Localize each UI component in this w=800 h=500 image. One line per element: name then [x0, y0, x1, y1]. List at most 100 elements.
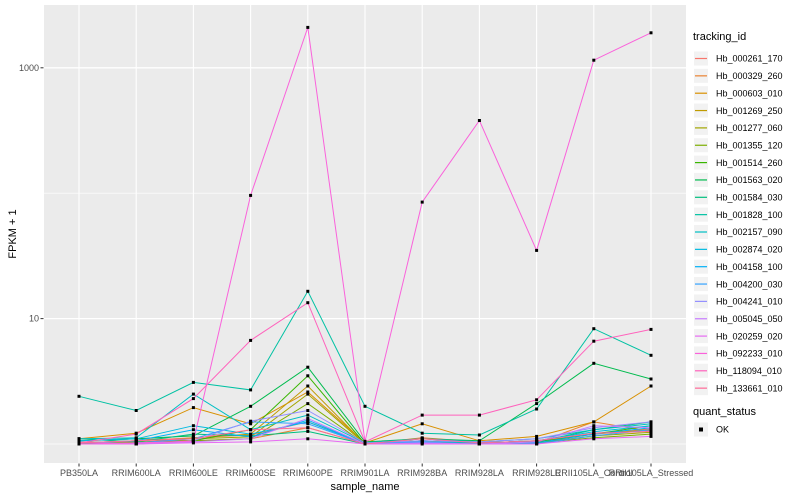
data-point [420, 442, 424, 446]
data-point [363, 404, 367, 408]
legend-item-label: Hb_001277_060 [716, 123, 783, 133]
data-point [420, 431, 424, 435]
x-tick-label: RRIM928LA [455, 468, 504, 478]
data-point [592, 437, 596, 441]
data-point [477, 441, 481, 445]
data-point [420, 413, 424, 417]
data-point [649, 432, 653, 436]
legend-item-label: Hb_000329_260 [716, 71, 783, 81]
data-point [306, 365, 310, 369]
data-point [306, 402, 310, 406]
legend-ok-label: OK [716, 425, 729, 435]
data-point [191, 432, 195, 436]
data-point [420, 437, 424, 441]
data-point [592, 361, 596, 365]
data-point [535, 402, 539, 406]
data-point [77, 394, 81, 398]
data-point [477, 433, 481, 437]
x-tick-label: RRIM928BA [397, 468, 447, 478]
data-point [306, 416, 310, 420]
data-point [306, 301, 310, 305]
y-axis-title: FPKM + 1 [7, 209, 19, 259]
x-tick-label: RRIM928LE [512, 468, 561, 478]
data-point [249, 404, 253, 408]
x-tick-label: RRIM600LE [169, 468, 218, 478]
data-point [649, 327, 653, 331]
data-point [649, 424, 653, 428]
data-point [649, 353, 653, 357]
data-point [535, 439, 539, 443]
data-point [649, 426, 653, 430]
data-point [306, 426, 310, 430]
data-point [191, 434, 195, 438]
legend-item-label: Hb_118094_010 [716, 366, 782, 376]
data-point [592, 327, 596, 331]
y-tick-label: 10 [29, 314, 39, 324]
legend-item-label: Hb_001269_250 [716, 106, 783, 116]
data-point [249, 338, 253, 342]
data-point [249, 435, 253, 439]
data-point [420, 200, 424, 204]
data-point [363, 442, 367, 446]
data-point [191, 406, 195, 410]
legend-item-label: Hb_001828_100 [716, 210, 783, 220]
data-point [306, 437, 310, 441]
data-point [134, 432, 138, 436]
data-point [77, 441, 81, 445]
data-point [191, 397, 195, 401]
data-point [134, 437, 138, 441]
legend-item-label: Hb_001514_260 [716, 158, 783, 168]
data-point [306, 429, 310, 433]
data-point [191, 437, 195, 441]
y-tick-label: 1000 [19, 63, 39, 73]
data-point [306, 289, 310, 293]
data-point [249, 428, 253, 432]
data-point [592, 339, 596, 343]
data-point [477, 119, 481, 122]
data-point [649, 429, 653, 433]
data-point [77, 437, 81, 441]
legend-item-label: Hb_092233_010 [716, 349, 783, 359]
data-point [420, 439, 424, 443]
data-point [649, 420, 653, 424]
data-point [649, 377, 653, 381]
legend-item-label: Hb_020259_020 [716, 331, 783, 341]
x-tick-label: RRIM901LA [340, 468, 389, 478]
data-point [592, 431, 596, 435]
legend-item-label: Hb_004241_010 [716, 297, 783, 307]
data-point [249, 440, 253, 444]
data-point [249, 432, 253, 436]
x-tick-label: RRIM600PE [283, 468, 333, 478]
data-point [649, 428, 653, 432]
x-tick-label: PB350LA [60, 468, 98, 478]
data-point [191, 428, 195, 432]
data-point [249, 422, 253, 426]
legend-item-label: Hb_002874_020 [716, 245, 783, 255]
data-point [249, 419, 253, 423]
data-point [649, 434, 653, 438]
data-point [535, 398, 539, 402]
data-point [306, 420, 310, 424]
data-point [592, 58, 596, 62]
data-point [363, 440, 367, 444]
data-point [535, 434, 539, 438]
data-point [649, 31, 653, 35]
data-point [306, 374, 310, 378]
data-point [477, 413, 481, 417]
data-point [306, 422, 310, 426]
data-point [134, 409, 138, 412]
data-point [249, 437, 253, 441]
data-point [306, 392, 310, 396]
legend-item-label: Hb_002157_090 [716, 227, 783, 237]
data-point [592, 420, 596, 424]
data-point [535, 248, 539, 252]
legend-item-label: Hb_000261_170 [716, 54, 783, 64]
data-point [592, 434, 596, 438]
data-point [191, 380, 195, 384]
x-tick-label: RRIM600SE [226, 468, 276, 478]
legend-item-label: Hb_133661_010 [716, 383, 783, 393]
data-point [306, 418, 310, 422]
data-point [134, 439, 138, 443]
